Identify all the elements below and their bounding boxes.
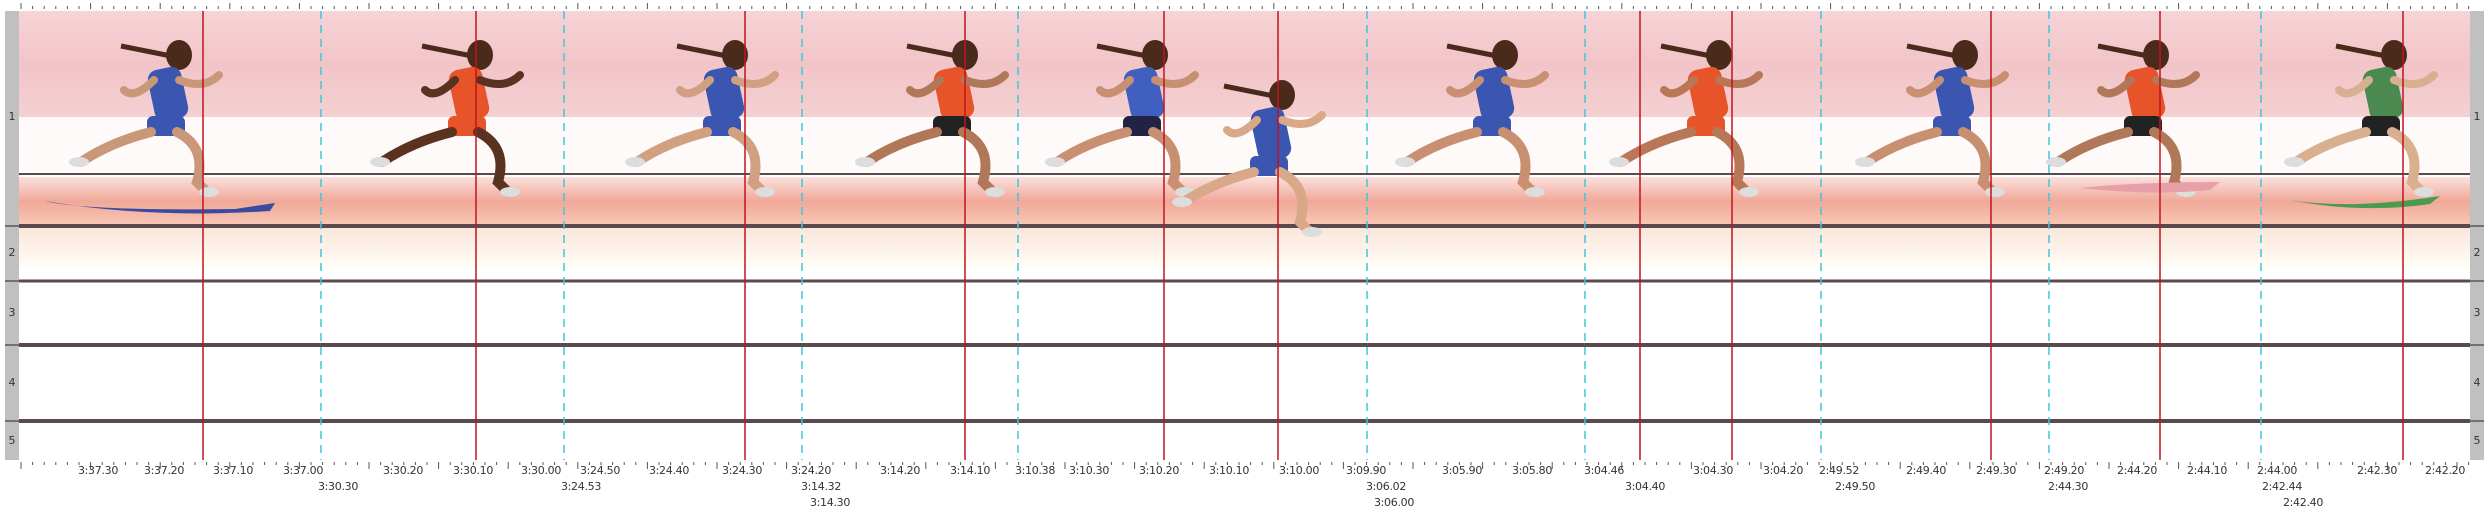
time-label: 3:09.90: [1345, 464, 1387, 477]
time-label: 3:37.00: [282, 464, 324, 477]
time-label: 3:30.00: [520, 464, 562, 477]
lane-number-2: 2: [2473, 246, 2481, 259]
time-label: 3:14.30: [809, 496, 851, 509]
lane-number-2: 2: [8, 246, 16, 259]
lane-number-3: 3: [2473, 306, 2481, 319]
time-label: 2:49.30: [1975, 464, 2017, 477]
time-label: 3:04.30: [1692, 464, 1734, 477]
lane-2-band: [19, 228, 2470, 268]
runner-head: [722, 40, 748, 70]
runner-figure: [1395, 40, 1549, 197]
time-label: 2:44.00: [2256, 464, 2298, 477]
time-label: 3:30.30: [317, 480, 359, 493]
time-label: 3:10.20: [1138, 464, 1180, 477]
time-label: 3:24.30: [721, 464, 763, 477]
time-label: 3:04.40: [1624, 480, 1666, 493]
lane-number-3: 3: [8, 306, 16, 319]
time-label: 3:30.20: [382, 464, 424, 477]
time-label: 2:49.40: [1905, 464, 1947, 477]
left-lane-gutter: [5, 11, 19, 460]
runner-figure: [2284, 40, 2438, 197]
lane-number-5: 5: [2473, 434, 2481, 447]
time-label: 2:44.10: [2186, 464, 2228, 477]
lane-number-4: 4: [8, 376, 16, 389]
lane-number-5: 5: [8, 434, 16, 447]
time-label: 3:05.80: [1511, 464, 1553, 477]
time-label: 3:10.10: [1208, 464, 1250, 477]
time-label: 3:37.10: [212, 464, 254, 477]
time-label: 3:24.53: [560, 480, 602, 493]
time-label: 2:44.20: [2116, 464, 2158, 477]
runner-head: [166, 40, 192, 70]
runner-figure: [1172, 80, 1326, 237]
time-label: 3:24.40: [648, 464, 690, 477]
runner-figure: [855, 40, 1009, 197]
backdrop-band: [19, 11, 2470, 117]
lane-line: [19, 279, 2470, 283]
lane-number-1: 1: [2473, 110, 2481, 123]
time-label: 2:49.20: [2043, 464, 2085, 477]
time-label: 3:30.10: [452, 464, 494, 477]
time-label: 3:37.20: [143, 464, 185, 477]
runner-figure: [1855, 40, 2009, 197]
runner-head: [1706, 40, 1732, 70]
time-label: 3:14.20: [879, 464, 921, 477]
time-label: 3:05.90: [1441, 464, 1483, 477]
lane-line: [19, 343, 2470, 347]
time-label: 2:49.50: [1834, 480, 1876, 493]
time-label: 3:04.46: [1583, 464, 1625, 477]
runner-shadow-blur: [2080, 182, 2220, 193]
time-label: 3:04.20: [1762, 464, 1804, 477]
runner-shadow-blur: [45, 201, 275, 214]
runner-head: [1952, 40, 1978, 70]
runner-figure: [625, 40, 779, 197]
time-label: 2:42.30: [2356, 464, 2398, 477]
lane-line: [19, 224, 2470, 228]
runner-figure: [69, 40, 223, 197]
runner-figure: [370, 40, 524, 197]
lane-line: [19, 419, 2470, 423]
time-label: 3:10.30: [1068, 464, 1110, 477]
time-label: 2:42.20: [2424, 464, 2466, 477]
time-label: 3:24.50: [579, 464, 621, 477]
runner-head: [1492, 40, 1518, 70]
time-label: 2:44.30: [2047, 480, 2089, 493]
time-label: 3:06.00: [1373, 496, 1415, 509]
lane-number-1: 1: [8, 110, 16, 123]
runner-figure: [1045, 40, 1199, 197]
time-label: 3:14.10: [949, 464, 991, 477]
track-shadow-band: [19, 177, 2470, 226]
runner-figure: [1609, 40, 1763, 197]
runner-head: [2381, 40, 2407, 70]
time-label: 3:10.00: [1278, 464, 1320, 477]
time-label: 3:10.38: [1014, 464, 1056, 477]
time-label: 3:14.32: [800, 480, 842, 493]
right-lane-gutter: [2470, 11, 2484, 460]
time-label: 3:37.30: [77, 464, 119, 477]
runner-head: [1142, 40, 1168, 70]
time-label: 3:06.02: [1365, 480, 1407, 493]
lane-number-4: 4: [2473, 376, 2481, 389]
runner-head: [2143, 40, 2169, 70]
time-label: 2:42.40: [2282, 496, 2324, 509]
time-label: 2:49.52: [1818, 464, 1860, 477]
runner-head: [1269, 80, 1295, 110]
time-label: 3:24.20: [790, 464, 832, 477]
time-label: 2:42.44: [2261, 480, 2303, 493]
runner-head: [467, 40, 493, 70]
